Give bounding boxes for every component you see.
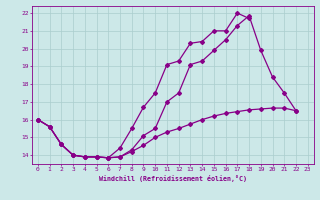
X-axis label: Windchill (Refroidissement éolien,°C): Windchill (Refroidissement éolien,°C) xyxy=(99,175,247,182)
